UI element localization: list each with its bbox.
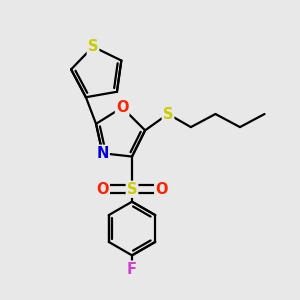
Text: S: S (127, 182, 137, 197)
Text: F: F (127, 262, 137, 277)
Text: O: O (155, 182, 168, 197)
Text: S: S (163, 106, 173, 122)
Text: O: O (96, 182, 109, 197)
Text: O: O (116, 100, 128, 115)
Text: S: S (88, 39, 98, 54)
Text: N: N (96, 146, 109, 161)
